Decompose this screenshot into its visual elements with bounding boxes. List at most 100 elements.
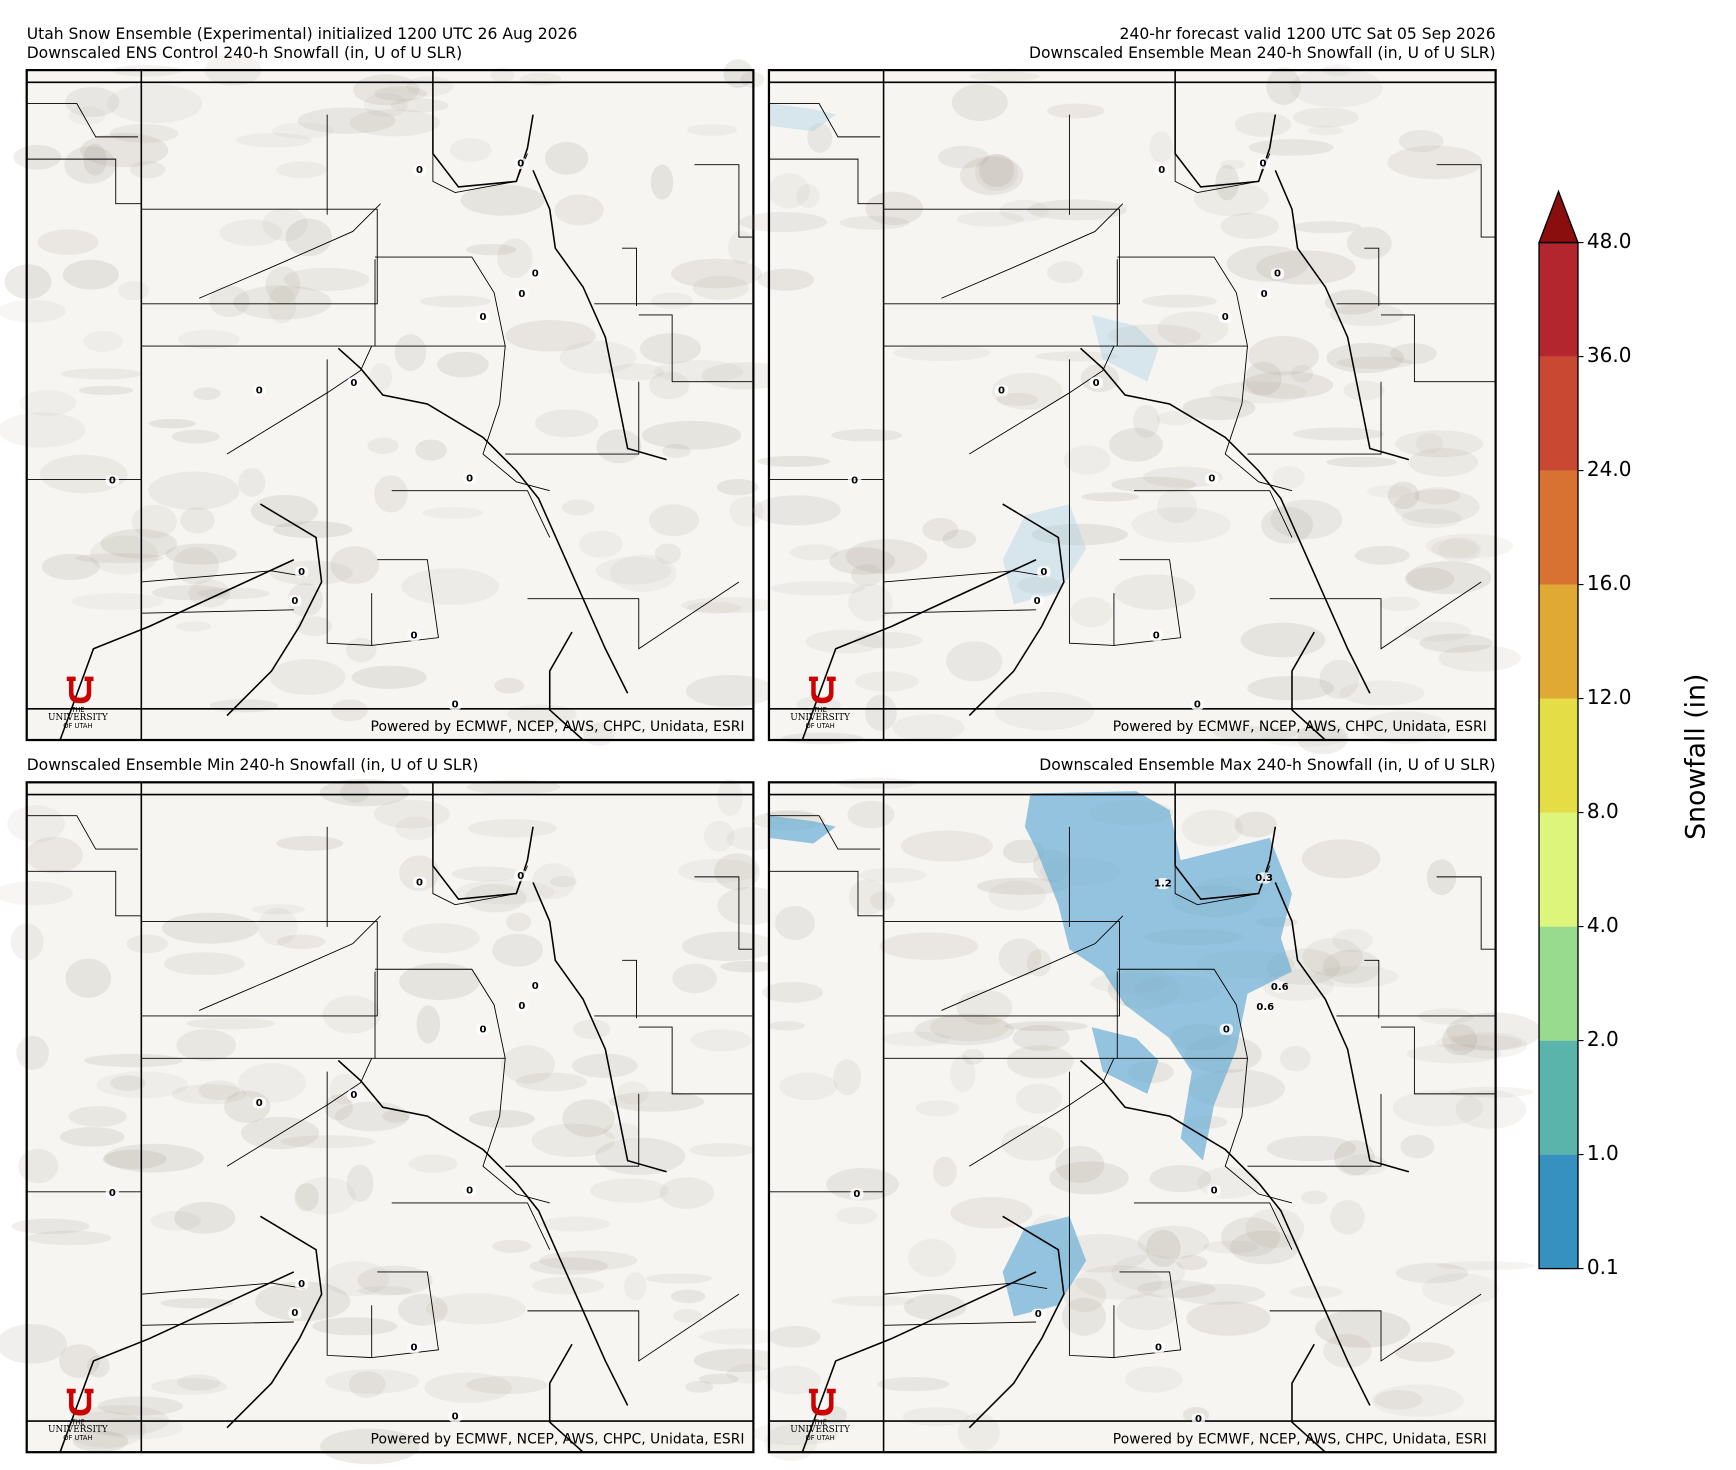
terrain-shade (1333, 1140, 1375, 1176)
terrain-shade (1248, 139, 1334, 156)
terrain-shade (829, 547, 896, 575)
terrain-shade (1215, 164, 1239, 201)
panel-title: Downscaled ENS Control 240-h Snowfall (i… (27, 44, 462, 62)
terrain-shade (572, 1053, 638, 1078)
snow-area (768, 815, 836, 844)
terrain-shade (698, 1373, 739, 1385)
terrain-shade (1015, 1083, 1063, 1114)
terrain-shade (535, 409, 599, 438)
snow-area (1091, 314, 1159, 382)
colorbar-segment (1539, 584, 1578, 699)
colorbar-segment (1539, 1040, 1578, 1155)
county-line (141, 1321, 294, 1326)
terrain-shade (1031, 523, 1129, 546)
terrain-shade (687, 124, 737, 136)
point-label: 1.2 (1154, 879, 1172, 890)
terrain-shade (1446, 1012, 1542, 1051)
terrain-shade (330, 546, 380, 585)
county-line (969, 345, 1115, 455)
terrain-shade (238, 468, 266, 497)
terrain-shade (1394, 1342, 1455, 1362)
county-line (199, 203, 381, 299)
terrain-shade (0, 881, 73, 906)
panel-frame (25, 781, 755, 1454)
terrain-shade (595, 556, 672, 585)
terrain-shade (1322, 949, 1381, 984)
county-line (505, 381, 640, 455)
terrain-shade (1336, 356, 1413, 369)
terrain-shade (1193, 182, 1269, 217)
terrain-shade (109, 124, 179, 144)
county-line (1068, 359, 1115, 646)
terrain-shade (280, 1135, 376, 1149)
terrain-shade (1403, 621, 1472, 642)
terrain-shade (1111, 476, 1197, 493)
terrain-shade (363, 92, 408, 118)
county-line (883, 920, 1120, 1017)
terrain-shade (1027, 199, 1127, 221)
terrain-shade (1415, 433, 1444, 454)
terrain-shade (693, 1348, 784, 1373)
terrain-shade (515, 1072, 587, 1092)
point-label: 0 (1153, 630, 1160, 641)
point-label: 0 (109, 476, 116, 487)
terrain-shade (297, 107, 396, 134)
terrain-shade (1012, 1024, 1070, 1051)
terrain-shade (999, 199, 1049, 222)
state-line (1174, 70, 1277, 188)
terrain-shade (970, 71, 1040, 82)
terrain-shade (276, 161, 327, 179)
terrain-shade (1401, 508, 1462, 529)
terrain-shade (148, 418, 196, 429)
terrain-shade (19, 390, 77, 417)
terrain-shade (549, 875, 577, 888)
terrain-shade (915, 1100, 960, 1117)
terrain-shade (287, 582, 324, 617)
county-line (1113, 559, 1182, 646)
terrain-shade (506, 912, 532, 932)
state-line (432, 70, 534, 188)
terrain-shade (1435, 1034, 1523, 1051)
terrain-shade (1063, 445, 1111, 475)
terrain-shade (959, 156, 1024, 196)
terrain-shade (1149, 131, 1173, 164)
credit-text: Powered by ECMWF, NCEP, AWS, CHPC, Unida… (371, 719, 745, 735)
terrain-shade (126, 934, 169, 954)
terrain-shade (460, 184, 545, 216)
terrain-shade (151, 585, 229, 601)
point-label: 0 (452, 699, 459, 710)
state-line (1274, 169, 1410, 461)
terrain-shade (1034, 351, 1119, 362)
state-line (337, 347, 629, 694)
point-label: 0 (109, 1188, 116, 1199)
point-label: 0 (518, 1001, 525, 1012)
terrain-shade (529, 1257, 608, 1275)
terrain-shade (554, 194, 604, 226)
point-label: 0 (998, 386, 1005, 397)
county-line (1117, 256, 1249, 347)
label-bg (288, 595, 302, 607)
terrain-shade (723, 59, 753, 88)
terrain-shade (285, 218, 333, 257)
terrain-shade (395, 816, 437, 841)
label-bg (1273, 981, 1287, 993)
county-line (638, 314, 753, 383)
terrain-shade (1371, 1384, 1464, 1417)
terrain-shade (1319, 659, 1360, 699)
terrain-shade (1398, 130, 1444, 153)
terrain-shade (295, 1177, 356, 1215)
label-bg (1031, 1308, 1045, 1320)
terrain-shade (1379, 596, 1420, 612)
county-line (26, 870, 142, 917)
point-label: 0 (466, 1186, 473, 1197)
county-line (391, 490, 551, 538)
terrain-shade (150, 1378, 228, 1395)
terrain-shade (616, 1081, 649, 1105)
state-line (801, 1271, 1037, 1453)
terrain-shade (807, 122, 833, 153)
terrain-shade (1387, 481, 1420, 510)
terrain-shade (870, 891, 895, 911)
terrain-shade (865, 694, 897, 731)
county-line (1247, 1093, 1382, 1167)
